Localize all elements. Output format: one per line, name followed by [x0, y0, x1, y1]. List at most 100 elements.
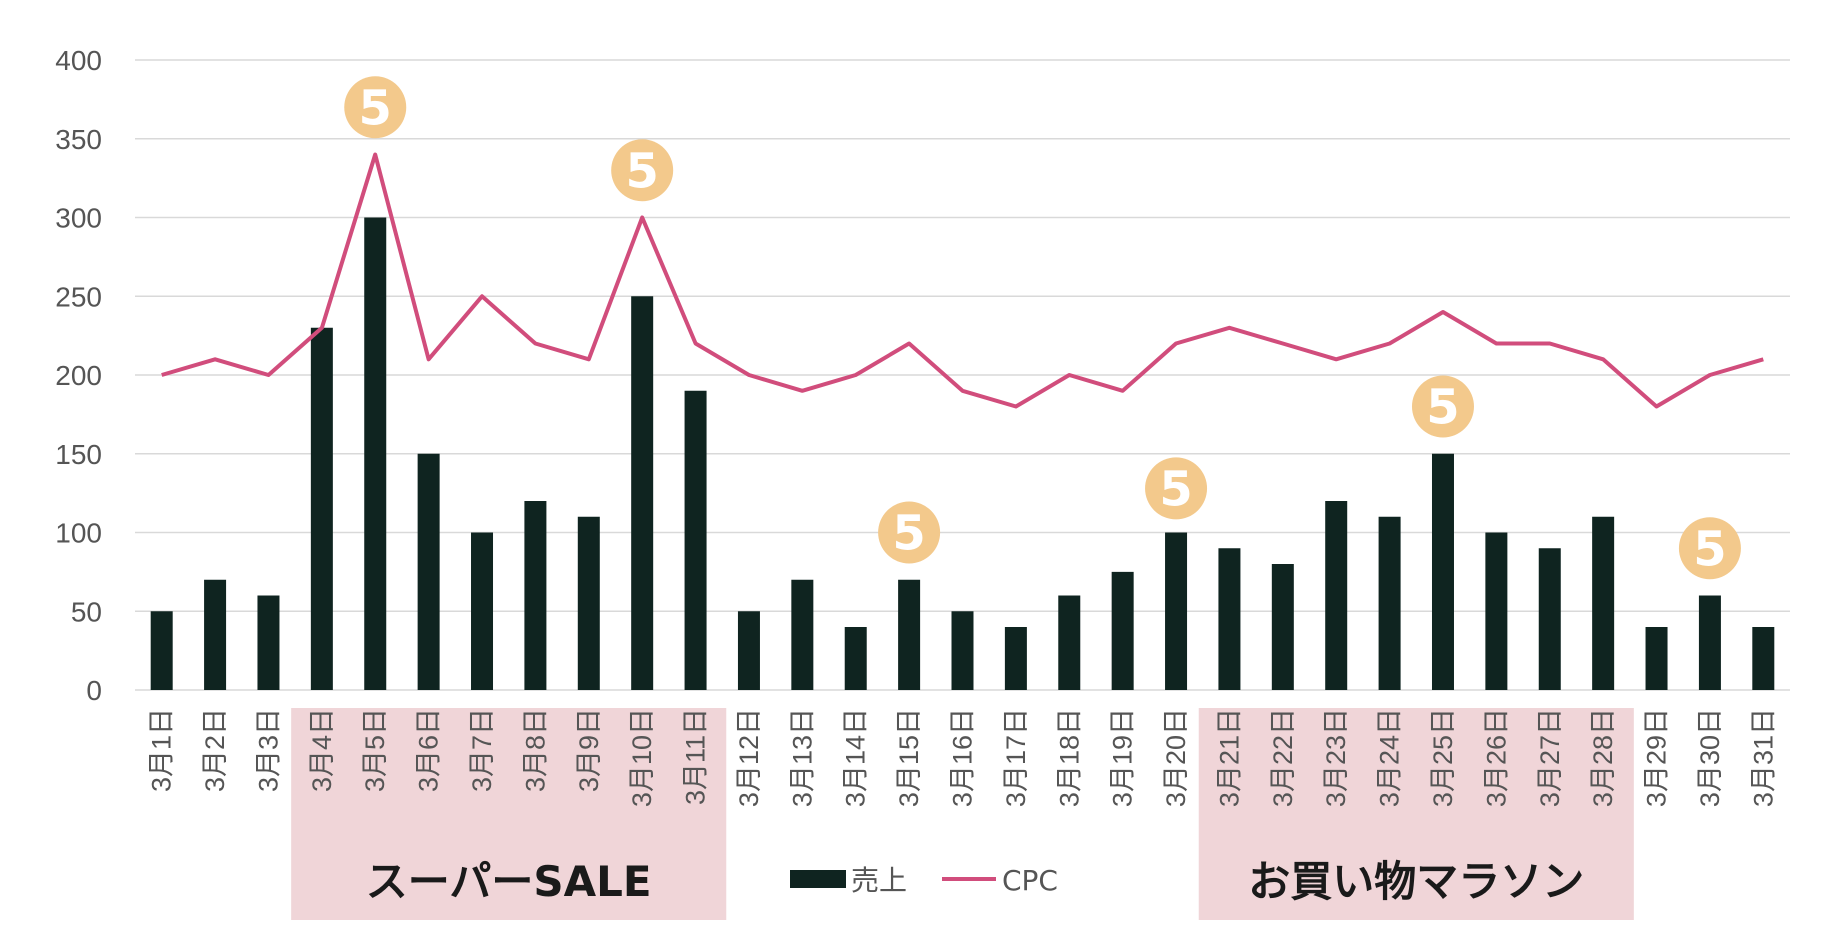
- x-tick-label: 3月19日: [1108, 708, 1138, 807]
- sales-bar: [204, 579, 227, 690]
- y-tick-label: 300: [55, 203, 102, 234]
- five-badge-label: 5: [1159, 461, 1192, 517]
- sales-bar: [844, 627, 867, 690]
- sales-bar: [310, 327, 333, 690]
- y-tick-label: 100: [55, 518, 102, 549]
- sales-bar: [1165, 532, 1188, 690]
- sales-bar: [1752, 627, 1775, 690]
- x-tick-label: 3月26日: [1481, 708, 1511, 807]
- cpc-series-line: [161, 152, 1764, 409]
- x-tick-label: 3月4日: [307, 708, 337, 792]
- five-badge-circle: [1145, 457, 1208, 520]
- sales-bar: [1538, 548, 1561, 690]
- sales-bar: [257, 595, 280, 690]
- sales-bar: [1698, 595, 1721, 690]
- legend-sales-label: 売上: [851, 864, 907, 897]
- sales-bar: [1592, 516, 1615, 690]
- x-tick-label: 3月10日: [627, 708, 657, 807]
- sales-bar: [1218, 548, 1241, 690]
- five-badge: 5: [878, 501, 941, 564]
- five-badge-circle: [1678, 517, 1741, 580]
- campaign-band: [1198, 708, 1634, 920]
- x-tick-label: 3月14日: [841, 708, 871, 807]
- x-tick-label: 3月12日: [734, 708, 764, 807]
- x-tick-label: 3月16日: [948, 708, 978, 807]
- x-axis-ticks: 3月1日 3月2日 3月3日 3月4日 3月5日 3月6日 3月7日 3月8日 3月9日 3月10…: [147, 708, 1779, 807]
- y-axis-ticks: 0 50 100 150 200 250 300 350 400: [55, 45, 102, 706]
- legend: 売上 CPC: [790, 864, 1058, 897]
- cpc-line: [161, 152, 1764, 409]
- five-badge-label: 5: [625, 143, 658, 199]
- campaign-band-label: スーパーSALE: [366, 857, 652, 906]
- sales-bar: [577, 516, 600, 690]
- five-badge-label: 5: [1426, 380, 1459, 436]
- sales-bar: [791, 579, 814, 690]
- x-tick-label: 3月7日: [467, 708, 497, 792]
- sales-bar: [1645, 627, 1668, 690]
- sales-bar: [684, 390, 707, 690]
- legend-sales-swatch: [790, 870, 846, 888]
- x-tick-label: 3月21日: [1214, 708, 1244, 807]
- x-tick-label: 3月23日: [1321, 708, 1351, 807]
- y-tick-label: 250: [55, 281, 102, 312]
- x-tick-label: 3月28日: [1588, 708, 1618, 807]
- x-tick-label: 3月22日: [1268, 708, 1298, 807]
- five-badge: 5: [344, 76, 407, 139]
- y-tick-label: 150: [55, 439, 102, 470]
- x-tick-label: 3月18日: [1054, 708, 1084, 807]
- x-tick-label: 3月11日: [681, 708, 711, 805]
- sales-bar: [471, 532, 494, 690]
- five-badge-circle: [1411, 375, 1474, 438]
- five-badges: 5 5 5 5 5 5: [344, 76, 1741, 580]
- x-tick-label: 3月24日: [1375, 708, 1405, 807]
- sales-bar: [737, 611, 760, 690]
- y-tick-label: 350: [55, 124, 102, 155]
- sales-bar: [1378, 516, 1401, 690]
- five-badge-circle: [344, 76, 407, 139]
- sales-bar: [1271, 564, 1294, 690]
- sales-bar: [631, 296, 654, 690]
- x-tick-label: 3月25日: [1428, 708, 1458, 807]
- sales-bar: [150, 611, 173, 690]
- y-tick-label: 0: [86, 675, 102, 706]
- x-tick-label: 3月17日: [1001, 708, 1031, 807]
- sales-bar: [951, 611, 974, 690]
- five-badge-label: 5: [359, 80, 392, 136]
- sales-bar: [1325, 501, 1348, 690]
- sales-bar: [524, 501, 547, 690]
- sales-bars: [150, 217, 1775, 690]
- x-tick-label: 3月8日: [520, 708, 550, 792]
- sales-bar: [1485, 532, 1508, 690]
- sales-bar: [898, 579, 921, 690]
- x-tick-label: 3月27日: [1535, 708, 1565, 807]
- five-badge: 5: [1145, 457, 1208, 520]
- sales-bar: [1111, 571, 1134, 690]
- x-tick-label: 3月30日: [1695, 708, 1725, 807]
- x-tick-label: 3月31日: [1748, 708, 1778, 807]
- y-tick-label: 400: [55, 45, 102, 76]
- x-tick-label: 3月15日: [894, 708, 924, 807]
- x-tick-label: 3月20日: [1161, 708, 1191, 807]
- five-badge: 5: [1411, 375, 1474, 438]
- sales-bar: [1431, 453, 1454, 690]
- x-tick-label: 3月3日: [253, 708, 283, 792]
- sales-bar: [417, 453, 440, 690]
- five-badge-circle: [611, 139, 674, 202]
- legend-cpc-label: CPC: [1002, 864, 1058, 897]
- campaign-bands: スーパーSALE お買い物マラソン: [291, 708, 1634, 920]
- five-badge: 5: [1678, 517, 1741, 580]
- x-tick-label: 3月29日: [1642, 708, 1672, 807]
- sales-bar: [1058, 595, 1081, 690]
- five-badge-label: 5: [892, 506, 925, 562]
- five-badge-label: 5: [1693, 521, 1726, 577]
- x-tick-label: 3月5日: [360, 708, 390, 792]
- five-badge: 5: [611, 139, 674, 202]
- campaign-band-label: お買い物マラソン: [1248, 857, 1584, 906]
- x-tick-label: 3月6日: [414, 708, 444, 792]
- x-tick-label: 3月9日: [574, 708, 604, 792]
- y-tick-label: 50: [71, 596, 102, 627]
- campaign-band: [291, 708, 727, 920]
- x-tick-label: 3月2日: [200, 708, 230, 792]
- sales-bar: [1004, 627, 1027, 690]
